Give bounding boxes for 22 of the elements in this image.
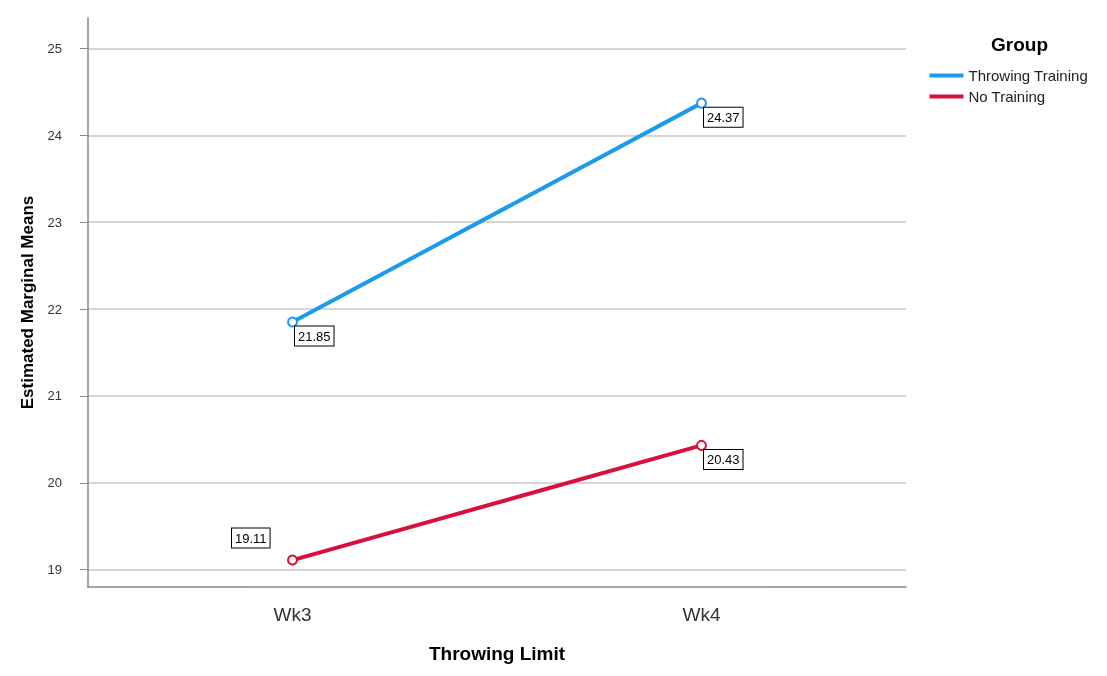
data-label: 21.85 <box>298 328 331 344</box>
y-axis-title: Estimated Marginal Means <box>18 195 37 410</box>
data-label: 24.37 <box>707 109 740 125</box>
y-tick-label: 19 <box>47 562 62 578</box>
legend-label: No Training <box>968 88 1046 105</box>
data-label: 20.43 <box>707 451 740 467</box>
legend-label: Throwing Training <box>968 67 1088 84</box>
x-tick-label: Wk4 <box>682 604 721 625</box>
x-tick-label: Wk3 <box>273 604 312 625</box>
legend-title: Group <box>991 34 1049 55</box>
y-tick-label: 22 <box>47 301 62 317</box>
y-tick-label: 23 <box>47 214 62 230</box>
point <box>696 97 707 109</box>
point <box>287 554 298 566</box>
data-label: 19.11 <box>235 530 267 546</box>
y-tick-label: 25 <box>47 40 62 56</box>
y-tick-label: 24 <box>47 127 62 143</box>
point <box>696 439 707 451</box>
point <box>287 316 298 328</box>
y-tick-label: 20 <box>47 475 62 491</box>
y-tick-label: 21 <box>47 388 62 404</box>
x-axis-title: Throwing Limit <box>428 643 566 664</box>
